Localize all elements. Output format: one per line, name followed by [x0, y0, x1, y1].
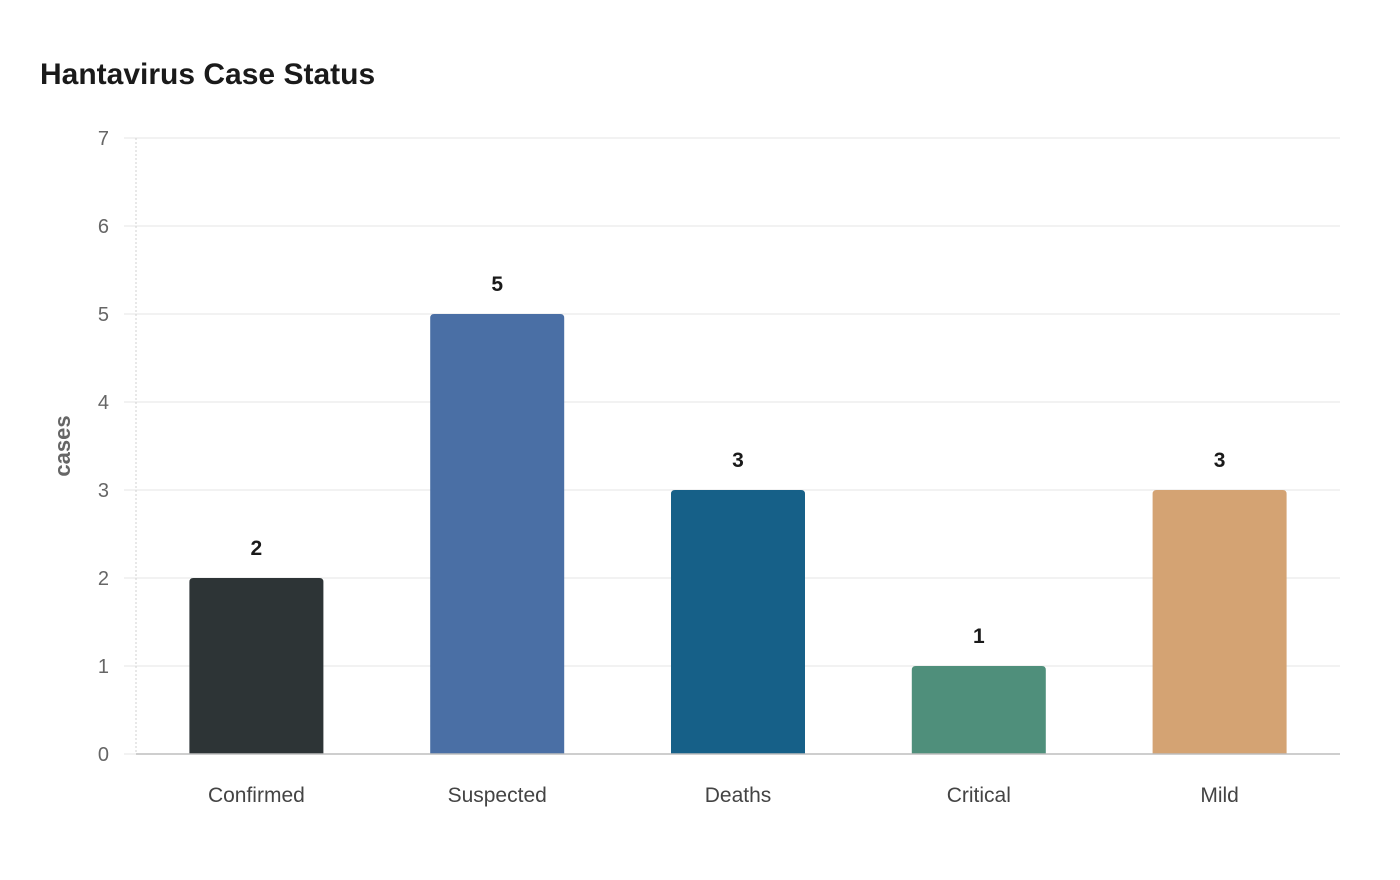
bar-mild	[1152, 490, 1287, 754]
data-label-confirmed: 2	[251, 537, 263, 560]
data-label-critical: 1	[973, 625, 985, 648]
data-label-mild: 3	[1214, 449, 1226, 472]
bar-deaths	[671, 490, 805, 754]
bar-confirmed	[189, 578, 324, 754]
y-tick-label: 6	[98, 216, 109, 238]
y-tick-label: 4	[98, 392, 109, 414]
data-label-deaths: 3	[732, 449, 744, 472]
y-tick-label: 1	[98, 656, 109, 678]
y-tick-label: 2	[98, 568, 109, 590]
data-label-suspected: 5	[491, 273, 503, 296]
y-tick-label: 0	[98, 744, 109, 766]
x-tick-label-deaths: Deaths	[705, 784, 772, 807]
y-tick-label: 7	[98, 128, 109, 150]
y-tick-label: 3	[98, 480, 109, 502]
x-tick-label-mild: Mild	[1200, 784, 1239, 807]
y-axis-label: cases	[50, 415, 75, 476]
x-tick-label-confirmed: Confirmed	[208, 784, 305, 807]
x-tick-label-critical: Critical	[947, 784, 1011, 807]
chart-title: Hantavirus Case Status	[40, 58, 376, 91]
y-tick-label: 5	[98, 304, 109, 326]
bar-suspected	[430, 314, 565, 754]
x-tick-label-suspected: Suspected	[448, 784, 547, 807]
bar-critical	[911, 666, 1046, 754]
